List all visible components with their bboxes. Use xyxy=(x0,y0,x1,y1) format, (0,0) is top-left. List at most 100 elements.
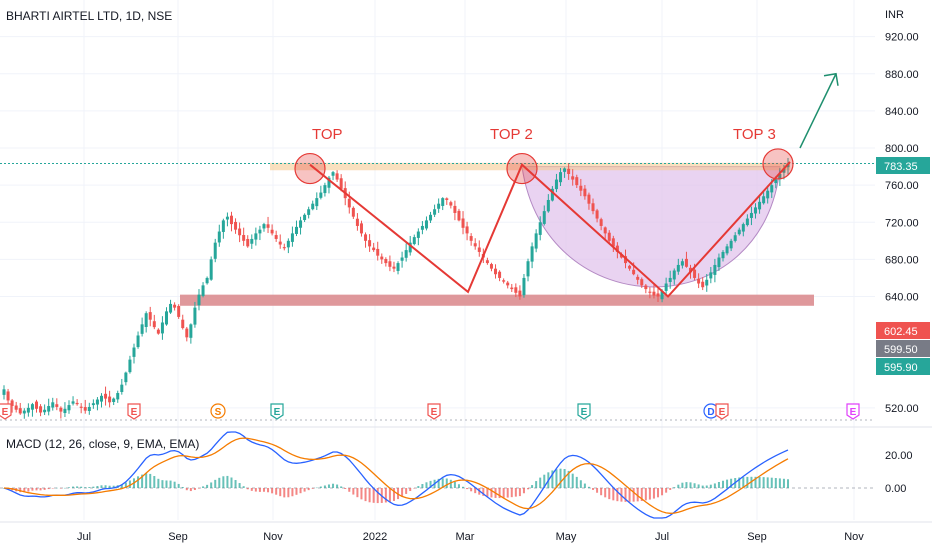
candle xyxy=(400,251,404,268)
svg-text:E: E xyxy=(2,407,9,418)
event-marker[interactable]: E xyxy=(127,403,141,420)
candle xyxy=(169,299,173,314)
candle xyxy=(526,258,530,282)
candle xyxy=(636,274,640,285)
candle xyxy=(217,224,221,247)
event-marker[interactable]: S xyxy=(210,403,226,419)
candle xyxy=(611,235,615,253)
candle xyxy=(546,194,550,213)
candle xyxy=(294,220,298,237)
candle xyxy=(152,314,156,330)
candle xyxy=(372,242,376,252)
candle xyxy=(498,270,502,282)
price-tick-label: 760.00 xyxy=(885,180,919,192)
event-marker[interactable]: E xyxy=(715,403,729,420)
candle xyxy=(193,301,197,328)
event-marker[interactable]: E xyxy=(577,403,591,420)
candle xyxy=(599,217,603,231)
zigzag-trendline xyxy=(309,161,791,298)
candle xyxy=(286,238,290,254)
svg-text:E: E xyxy=(581,407,588,418)
candle xyxy=(307,206,311,219)
event-marker[interactable]: E xyxy=(0,403,12,420)
candle xyxy=(420,221,424,235)
candle xyxy=(603,226,607,241)
candle xyxy=(652,284,656,299)
macd-tick-label: 20.00 xyxy=(885,450,913,462)
macd-line xyxy=(3,431,789,519)
candle xyxy=(534,229,538,253)
event-marker[interactable]: E xyxy=(427,403,441,420)
candle xyxy=(189,323,193,344)
candle xyxy=(429,211,433,223)
candle xyxy=(262,222,266,232)
signal-line xyxy=(3,437,789,514)
macd-histogram xyxy=(3,468,789,504)
candle xyxy=(185,326,189,342)
candle xyxy=(697,273,701,289)
candle xyxy=(388,255,392,272)
candle xyxy=(530,242,534,269)
candle xyxy=(136,331,140,349)
candle xyxy=(628,264,632,271)
top-circle xyxy=(294,152,326,185)
svg-text:E: E xyxy=(274,407,281,418)
arrow-shaft xyxy=(799,73,837,149)
candle xyxy=(331,171,335,181)
currency-label: INR xyxy=(885,9,904,21)
candle xyxy=(47,398,51,416)
price-tick-label: 920.00 xyxy=(885,32,919,44)
event-marker[interactable]: E xyxy=(846,403,860,420)
candle xyxy=(319,185,323,200)
candle xyxy=(197,289,201,311)
candle xyxy=(250,234,254,249)
candle xyxy=(745,214,749,227)
candle xyxy=(201,282,205,298)
support-band xyxy=(180,294,814,306)
candle xyxy=(721,250,725,262)
candle xyxy=(575,174,579,189)
candle xyxy=(733,232,737,243)
price-tick-label: 880.00 xyxy=(885,69,919,81)
candle xyxy=(67,400,71,414)
candle xyxy=(701,277,705,291)
candle xyxy=(717,253,721,271)
top-circle xyxy=(762,148,794,180)
candle xyxy=(461,211,465,235)
candle xyxy=(457,208,461,222)
candle xyxy=(55,398,59,411)
candle xyxy=(112,397,116,406)
top-label: TOP 3 xyxy=(733,126,776,143)
candle xyxy=(376,241,380,261)
candle xyxy=(355,213,359,231)
candle xyxy=(63,402,67,418)
svg-text:D: D xyxy=(707,407,714,418)
candle xyxy=(205,276,209,285)
candle xyxy=(684,251,688,268)
candle xyxy=(502,278,506,284)
cup-pattern-fill xyxy=(521,166,781,288)
time-tick-label: Jul xyxy=(77,531,91,543)
candle xyxy=(104,386,108,406)
candle xyxy=(396,261,400,275)
candle xyxy=(494,264,498,279)
candle xyxy=(404,243,408,262)
candle xyxy=(579,178,583,197)
candle xyxy=(246,235,250,248)
candle xyxy=(160,316,164,340)
grid-lines xyxy=(0,0,875,520)
candle xyxy=(368,234,372,252)
candlestick-series xyxy=(2,157,790,419)
candle xyxy=(668,270,672,289)
candle xyxy=(156,328,160,335)
time-tick-label: Sep xyxy=(747,531,767,543)
event-marker[interactable]: E xyxy=(270,403,284,420)
candle xyxy=(607,230,611,244)
candle xyxy=(445,197,449,205)
time-tick-label: Nov xyxy=(263,531,283,543)
candle xyxy=(181,314,185,330)
candle xyxy=(518,285,522,300)
candle xyxy=(14,401,18,413)
candle xyxy=(640,277,644,288)
